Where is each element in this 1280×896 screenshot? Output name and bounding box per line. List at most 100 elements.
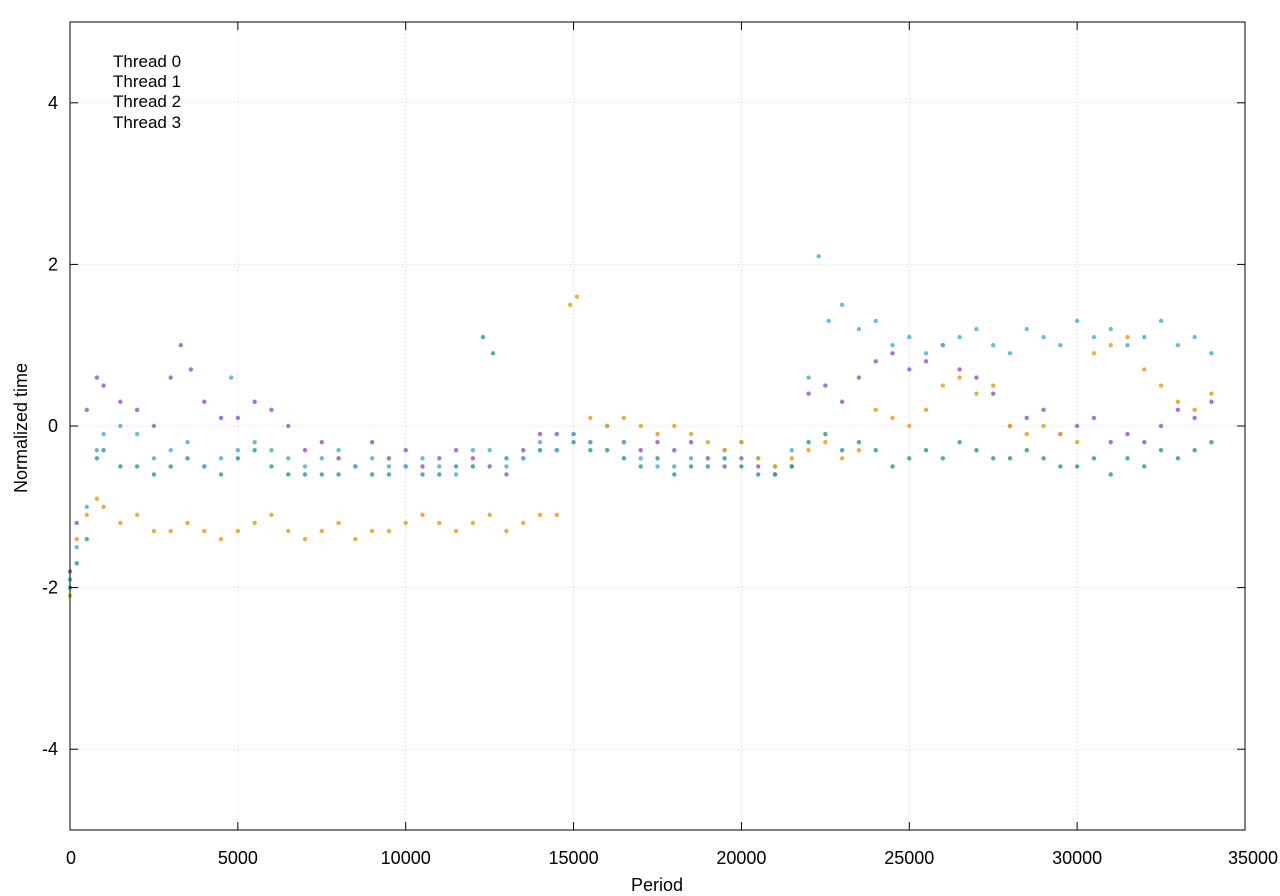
data-point <box>772 472 778 477</box>
data-point <box>302 536 308 542</box>
data-point <box>890 464 895 469</box>
data-point <box>470 448 476 453</box>
data-point <box>1024 326 1029 332</box>
data-point <box>957 439 962 445</box>
data-point <box>638 464 643 469</box>
data-point <box>168 375 173 380</box>
data-point <box>1108 439 1113 445</box>
data-point <box>890 415 895 421</box>
x-tick-label: 5000 <box>218 848 258 868</box>
data-point <box>940 343 946 348</box>
data-point <box>789 464 794 469</box>
y-tick-label: 0 <box>48 416 58 436</box>
data-point <box>235 448 241 453</box>
data-point <box>218 536 224 542</box>
data-point <box>336 456 341 461</box>
data-point <box>856 448 862 453</box>
data-point <box>688 439 694 445</box>
data-point <box>269 448 274 453</box>
data-point <box>228 375 234 380</box>
data-point <box>537 448 543 453</box>
data-point <box>923 351 929 356</box>
data-point <box>1125 343 1130 348</box>
data-point <box>1041 334 1046 340</box>
data-point <box>252 520 257 526</box>
data-point <box>202 528 207 534</box>
data-point <box>369 528 375 534</box>
data-point <box>386 456 392 461</box>
data-point <box>453 464 459 469</box>
data-point <box>74 545 79 550</box>
data-point <box>1192 448 1197 453</box>
x-tick-label: 0 <box>66 848 76 868</box>
legend-label-thread-1: Thread 1 <box>113 72 181 91</box>
data-point <box>235 528 241 534</box>
data-point <box>118 399 123 404</box>
data-point <box>504 464 509 469</box>
data-point <box>907 423 912 429</box>
data-point <box>437 520 442 526</box>
data-point <box>672 472 677 477</box>
data-point <box>739 456 744 461</box>
data-point <box>1209 391 1214 396</box>
data-point <box>101 431 106 437</box>
series-thread-2 <box>67 254 1214 582</box>
data-point <box>688 464 694 469</box>
data-point <box>923 359 929 364</box>
data-point <box>756 464 761 469</box>
data-point <box>420 464 425 469</box>
data-point <box>185 439 190 445</box>
data-point <box>1192 407 1197 413</box>
data-point <box>319 472 324 477</box>
data-point <box>504 528 509 534</box>
data-point <box>974 326 979 332</box>
data-point <box>84 407 89 413</box>
data-point <box>168 528 173 534</box>
data-point <box>554 448 559 453</box>
data-point <box>923 407 929 413</box>
data-point <box>554 512 559 518</box>
data-point <box>1158 448 1164 453</box>
data-point <box>739 439 744 445</box>
x-tick-label: 20000 <box>716 848 766 868</box>
y-tick-label: -2 <box>42 578 58 598</box>
data-point <box>537 431 543 437</box>
data-point <box>1024 415 1029 421</box>
data-point <box>1091 334 1097 340</box>
data-point <box>151 456 157 461</box>
data-point <box>386 464 392 469</box>
data-point <box>1125 334 1130 340</box>
data-point <box>252 439 257 445</box>
data-point <box>705 439 711 445</box>
data-point <box>269 512 274 518</box>
data-point <box>655 439 660 445</box>
data-point <box>823 431 828 437</box>
data-point <box>1074 464 1080 469</box>
data-point <box>974 448 979 453</box>
data-point <box>151 472 157 477</box>
data-point <box>1024 448 1029 453</box>
x-tick-label: 25000 <box>884 848 934 868</box>
data-point <box>856 375 862 380</box>
data-point <box>907 334 912 340</box>
data-point <box>185 520 190 526</box>
data-point <box>537 439 543 445</box>
data-point <box>574 294 580 299</box>
data-point <box>571 439 576 445</box>
data-point <box>638 456 643 461</box>
data-point <box>94 456 100 461</box>
data-point <box>873 359 878 364</box>
data-point <box>319 439 324 445</box>
data-point <box>638 423 643 429</box>
data-point <box>722 456 727 461</box>
data-point <box>1158 383 1164 388</box>
data-point <box>991 383 996 388</box>
data-point <box>470 464 476 469</box>
data-point <box>218 472 224 477</box>
data-point <box>353 464 358 469</box>
data-point <box>252 399 257 404</box>
data-point <box>940 383 946 388</box>
data-point <box>302 464 308 469</box>
data-point <box>1108 472 1113 477</box>
data-point <box>437 464 442 469</box>
